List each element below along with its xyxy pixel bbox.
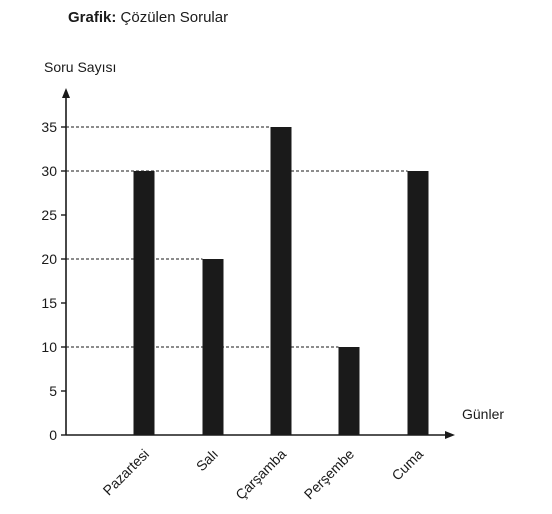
x-tick-label: Salı [193,446,221,474]
x-tick-label: Cuma [388,446,426,484]
y-tick-label: 15 [41,295,57,311]
bar [270,127,292,435]
chart-title-prefix: Grafik: [68,9,117,26]
y-tick-label: 35 [41,119,57,135]
x-tick-label: Pazartesi [100,446,153,499]
y-tick-label: 25 [41,207,57,223]
x-tick-labels: Pazartesi Salı Çarşamba Perşembe Cuma [100,446,427,503]
bar [133,171,155,435]
y-tick-label: 0 [49,427,57,443]
x-tick-label: Çarşamba [232,446,289,503]
y-tick-label: 5 [49,383,57,399]
x-tick-label: Perşembe [301,446,358,503]
bars [133,127,429,435]
x-axis-label: Günler [462,406,504,422]
y-axis-arrow-icon [62,88,70,98]
chart-title: Grafik: Çözülen Sorular [68,8,228,28]
y-ticks: 0 5 10 15 20 25 30 35 [41,119,66,443]
axes [62,88,455,439]
y-axis-label: Soru Sayısı [44,59,116,75]
chart-title-text: Çözülen Sorular [120,9,229,26]
y-tick-label: 10 [41,339,57,355]
y-tick-label: 20 [41,251,57,267]
bar [338,347,360,435]
bar [407,171,429,435]
y-tick-label: 30 [41,163,57,179]
x-axis-arrow-icon [445,431,455,439]
guide-lines [66,126,408,348]
bar [202,259,224,435]
